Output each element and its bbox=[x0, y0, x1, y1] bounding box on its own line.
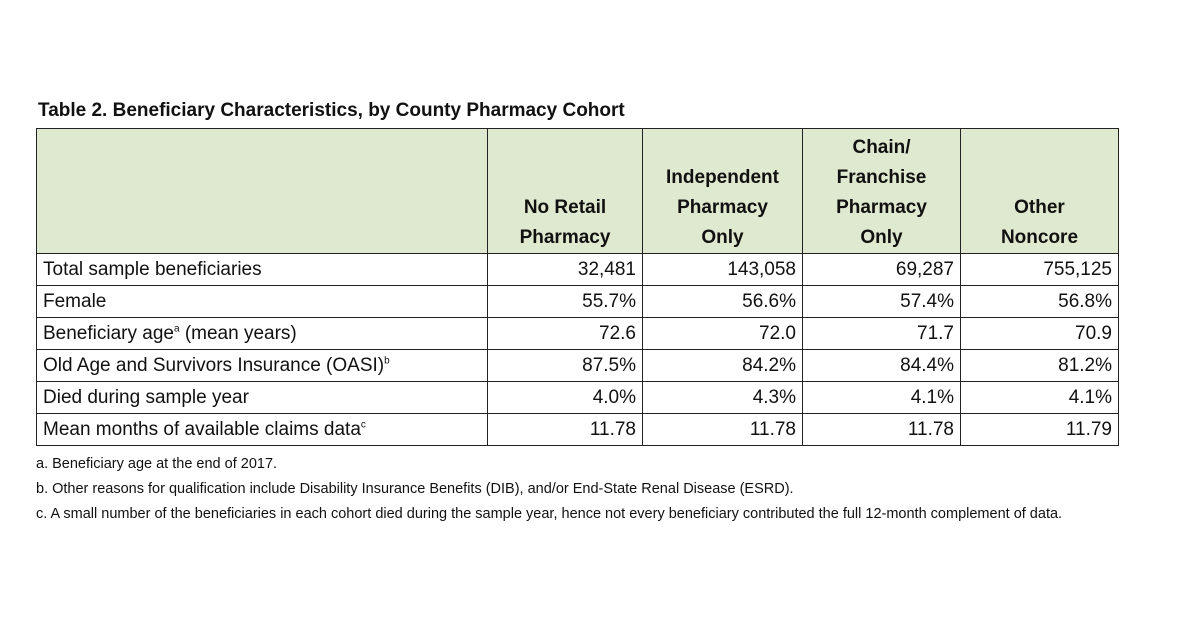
value-cell: 11.78 bbox=[802, 413, 961, 446]
value-cell: 4.3% bbox=[642, 381, 803, 414]
row-label: Beneficiary agea (mean years) bbox=[36, 317, 488, 350]
table-row: Died during sample year 4.0% 4.3% 4.1% 4.1% bbox=[36, 381, 1119, 414]
table-title: Table 2. Beneficiary Characteristics, by… bbox=[38, 100, 625, 121]
value-cell: 72.0 bbox=[642, 317, 803, 350]
row-label: Total sample beneficiaries bbox=[36, 253, 488, 286]
value-cell: 69,287 bbox=[802, 253, 961, 286]
notes: a. Beneficiary age at the end of 2017. b.… bbox=[36, 452, 1186, 527]
footnote-mark: b bbox=[384, 355, 390, 367]
footnote-mark: a bbox=[173, 323, 180, 335]
header-row: No Retail Pharmacy Independent Pharmacy Only… bbox=[36, 128, 1119, 254]
header-line: Independent bbox=[666, 167, 779, 188]
value-cell: 4.0% bbox=[487, 381, 643, 414]
header-line: Only bbox=[701, 227, 744, 248]
row-label: Died during sample year bbox=[36, 381, 488, 414]
table-row: Total sample beneficiaries 32,481 143,058 6… bbox=[36, 253, 1119, 286]
row-label: Old Age and Survivors Insurance (OASI)b bbox=[36, 349, 488, 382]
header-line: Only bbox=[860, 227, 903, 248]
note: a. Beneficiary age at the end of 2017. bbox=[36, 456, 278, 472]
note: c. A small number of the beneficiaries i… bbox=[36, 506, 1063, 522]
table-row: Female 55.7% 56.6% 57.4% 56.8% bbox=[36, 285, 1119, 318]
value-cell: 81.2% bbox=[960, 349, 1119, 382]
value-cell: 11.78 bbox=[487, 413, 643, 446]
row-label: Female bbox=[36, 285, 488, 318]
header-line: Pharmacy bbox=[677, 197, 768, 218]
header-cell bbox=[36, 128, 488, 254]
header-cell: Independent Pharmacy Only bbox=[642, 128, 803, 254]
footnote-mark: c bbox=[360, 419, 366, 431]
value-cell: 56.8% bbox=[960, 285, 1119, 318]
label-text: Total sample beneficiaries bbox=[43, 258, 262, 280]
value-cell: 84.4% bbox=[802, 349, 961, 382]
value-cell: 72.6 bbox=[487, 317, 643, 350]
value-cell: 32,481 bbox=[487, 253, 643, 286]
header-cell: Other Noncore bbox=[960, 128, 1119, 254]
value-cell: 4.1% bbox=[802, 381, 961, 414]
value-cell: 4.1% bbox=[960, 381, 1119, 414]
header-line: Other bbox=[1014, 197, 1065, 218]
value-cell: 11.79 bbox=[960, 413, 1119, 446]
value-cell: 57.4% bbox=[802, 285, 961, 318]
value-cell: 11.78 bbox=[642, 413, 803, 446]
table-row: Mean months of available claims datac 11.… bbox=[36, 413, 1119, 446]
table-row: Beneficiary agea (mean years) 72.6 72.0 71.… bbox=[36, 317, 1119, 350]
note: b. Other reasons for qualification inclu… bbox=[36, 481, 794, 497]
header-line: Franchise bbox=[836, 167, 927, 188]
label-text: Beneficiary age bbox=[43, 322, 174, 344]
value-cell: 143,058 bbox=[642, 253, 803, 286]
value-cell: 87.5% bbox=[487, 349, 643, 382]
header-line: Pharmacy bbox=[519, 227, 611, 248]
row-label: Mean months of available claims datac bbox=[36, 413, 488, 446]
header-line: Chain/ bbox=[852, 137, 911, 158]
value-cell: 70.9 bbox=[960, 317, 1119, 350]
header-cell: No Retail Pharmacy bbox=[487, 128, 643, 254]
label-text: Mean months of available claims data bbox=[43, 418, 361, 440]
label-text: Female bbox=[43, 290, 107, 312]
value-cell: 71.7 bbox=[802, 317, 961, 350]
header-line: Noncore bbox=[1000, 227, 1079, 248]
header-line: Pharmacy bbox=[836, 197, 927, 218]
value-cell: 55.7% bbox=[487, 285, 643, 318]
value-cell: 755,125 bbox=[960, 253, 1119, 286]
value-cell: 84.2% bbox=[642, 349, 803, 382]
table-row: Old Age and Survivors Insurance (OASI)b 8… bbox=[36, 349, 1119, 382]
label-text: Died during sample year bbox=[43, 386, 249, 408]
table: No Retail Pharmacy Independent Pharmacy Only… bbox=[36, 128, 1119, 446]
value-cell: 56.6% bbox=[642, 285, 803, 318]
header-line: No Retail bbox=[523, 197, 607, 218]
label-text: (mean years) bbox=[184, 322, 297, 344]
label-text: Old Age and Survivors Insurance (OASI) bbox=[43, 354, 385, 376]
header-cell: Chain/Franchise Pharmacy Only bbox=[802, 128, 961, 254]
